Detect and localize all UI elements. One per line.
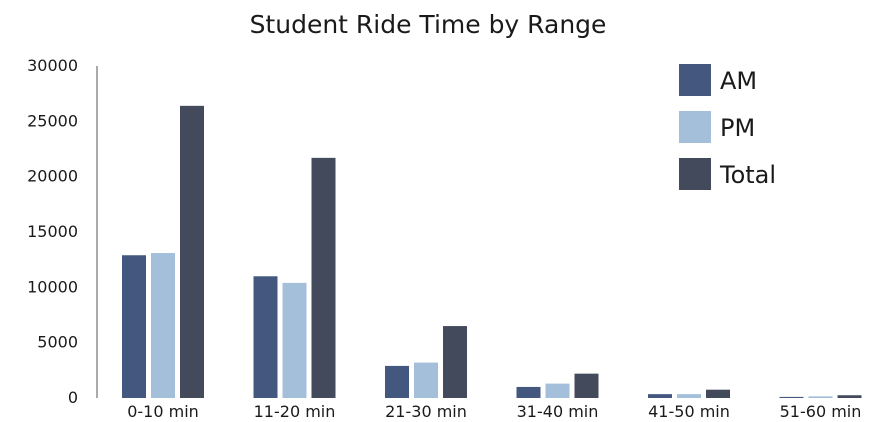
x-category-label: 31-40 min — [517, 402, 599, 421]
legend-label-am: AM — [720, 67, 757, 95]
bar-am-5 — [648, 394, 672, 398]
legend-swatch-pm — [679, 111, 711, 143]
y-tick-label: 30000 — [27, 56, 78, 75]
bar-total-5 — [706, 389, 730, 398]
bar-total-2 — [311, 157, 336, 398]
bar-total-3 — [443, 326, 467, 398]
y-tick-label: 0 — [68, 388, 78, 407]
x-category-label: 51-60 min — [780, 402, 862, 421]
y-tick-label: 15000 — [27, 222, 78, 241]
x-category-label: 11-20 min — [254, 402, 336, 421]
legend: AM PM Total — [679, 64, 776, 190]
y-tick-label: 5000 — [37, 333, 78, 352]
bar-pm-2 — [282, 282, 307, 398]
y-tick-label: 20000 — [27, 167, 78, 186]
bar-pm-5 — [677, 394, 701, 398]
bar-am-3 — [385, 365, 409, 398]
legend-swatch-am — [679, 64, 711, 96]
bar-pm-1 — [151, 253, 175, 398]
bar-am-1 — [122, 255, 146, 398]
bar-total-1 — [180, 105, 204, 398]
bar-am-6 — [779, 396, 804, 398]
bar-pm-6 — [808, 396, 833, 398]
bar-am-4 — [516, 386, 541, 398]
legend-label-pm: PM — [720, 114, 755, 142]
chart-title: Student Ride Time by Range — [250, 10, 607, 39]
legend-swatch-total — [679, 158, 711, 190]
y-tick-label: 10000 — [27, 277, 78, 296]
bar-pm-4 — [545, 383, 570, 398]
bar-pm-3 — [414, 362, 438, 398]
bars — [122, 105, 862, 398]
bar-total-6 — [837, 395, 862, 398]
legend-label-total: Total — [719, 161, 776, 189]
bar-total-4 — [574, 373, 599, 398]
x-category-label: 0-10 min — [127, 402, 199, 421]
y-tick-label: 25000 — [27, 111, 78, 130]
bar-am-2 — [253, 276, 278, 398]
y-axis-ticks: 0 5000 10000 15000 20000 25000 30000 — [27, 56, 78, 407]
x-category-label: 41-50 min — [648, 402, 730, 421]
x-category-label: 21-30 min — [385, 402, 467, 421]
x-axis-labels: 0-10 min 11-20 min 21-30 min 31-40 min 41-50… — [127, 402, 861, 421]
